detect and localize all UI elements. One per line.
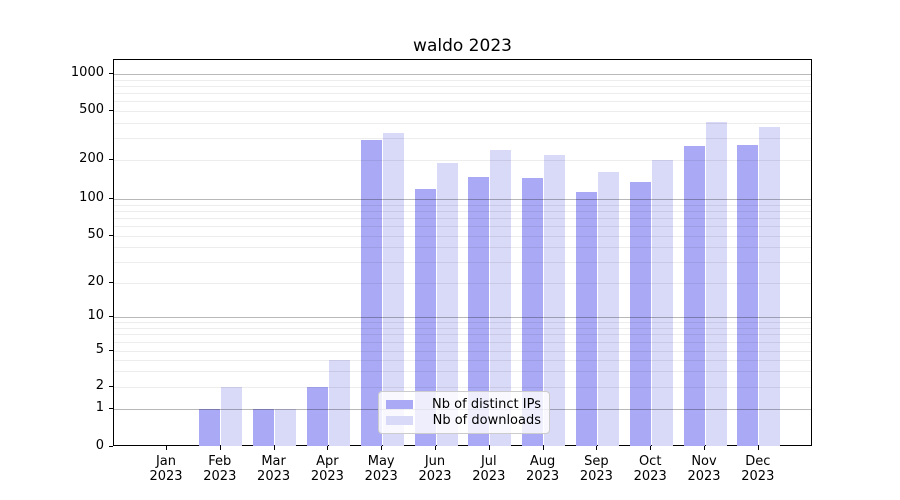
y-tick-mark-20 bbox=[109, 282, 113, 283]
x-tick-label-nov: Nov 2023 bbox=[687, 454, 721, 484]
bar-oct-downloads bbox=[651, 160, 673, 446]
y-tick-label-500: 500 bbox=[79, 102, 104, 117]
y-tick-label-200: 200 bbox=[79, 151, 104, 166]
bar-mar-downloads bbox=[275, 409, 297, 446]
y-tick-mark-2 bbox=[109, 386, 113, 387]
y-tick-mark-1 bbox=[109, 408, 113, 409]
y-tick-mark-10 bbox=[109, 316, 113, 317]
bar-apr-downloads bbox=[328, 359, 350, 446]
bar-feb-distinct-ips bbox=[199, 409, 221, 446]
bars-layer bbox=[114, 60, 811, 446]
x-tick-label-feb: Feb 2023 bbox=[203, 454, 237, 484]
bar-dec-downloads bbox=[759, 127, 781, 446]
bar-apr-distinct-ips bbox=[306, 387, 328, 446]
y-tick-label-100: 100 bbox=[79, 190, 104, 205]
bar-aug-downloads bbox=[544, 154, 566, 446]
y-tick-mark-5 bbox=[109, 350, 113, 351]
x-tick-label-apr: Apr 2023 bbox=[310, 454, 344, 484]
y-tick-label-2: 2 bbox=[95, 378, 104, 393]
x-tick-label-sep: Sep 2023 bbox=[579, 454, 613, 484]
y-tick-mark-500 bbox=[109, 110, 113, 111]
bar-nov-distinct-ips bbox=[683, 145, 705, 446]
x-tick-mark-dec bbox=[757, 446, 759, 450]
y-tick-label-10: 10 bbox=[87, 308, 104, 323]
y-tick-mark-100 bbox=[109, 198, 113, 199]
x-tick-label-jul: Jul 2023 bbox=[472, 454, 506, 484]
y-tick-label-1: 1 bbox=[95, 400, 104, 415]
x-tick-mark-feb bbox=[219, 446, 221, 450]
bar-oct-distinct-ips bbox=[629, 182, 651, 446]
x-tick-mark-may bbox=[381, 446, 383, 450]
bar-may-distinct-ips bbox=[360, 140, 382, 446]
legend-swatch-distinct-ips bbox=[386, 399, 413, 409]
x-tick-label-mar: Mar 2023 bbox=[257, 454, 291, 484]
x-tick-mark-apr bbox=[327, 446, 329, 450]
bar-dec-distinct-ips bbox=[737, 144, 759, 446]
x-tick-label-oct: Oct 2023 bbox=[633, 454, 667, 484]
x-tick-mark-mar bbox=[273, 446, 275, 450]
x-tick-label-jun: Jun 2023 bbox=[418, 454, 452, 484]
y-tick-label-5: 5 bbox=[95, 342, 104, 357]
y-tick-label-50: 50 bbox=[87, 227, 104, 242]
bar-jul-downloads bbox=[490, 150, 512, 446]
x-tick-label-may: May 2023 bbox=[364, 454, 398, 484]
bar-sep-distinct-ips bbox=[575, 192, 597, 446]
bar-may-downloads bbox=[382, 133, 404, 446]
bar-sep-downloads bbox=[597, 171, 619, 446]
legend-label-downloads: Nb of downloads bbox=[432, 413, 541, 429]
y-tick-mark-1000 bbox=[109, 73, 113, 74]
y-tick-label-20: 20 bbox=[87, 274, 104, 289]
bar-aug-distinct-ips bbox=[522, 178, 544, 446]
plot-area bbox=[113, 59, 812, 446]
y-tick-mark-0 bbox=[109, 446, 113, 447]
chart-title: waldo 2023 bbox=[413, 36, 512, 56]
x-tick-mark-jan bbox=[166, 446, 167, 450]
bar-jun-downloads bbox=[436, 162, 458, 446]
x-tick-label-dec: Dec 2023 bbox=[741, 454, 775, 484]
bar-jun-distinct-ips bbox=[414, 188, 436, 446]
y-tick-label-0: 0 bbox=[95, 438, 104, 453]
bar-feb-downloads bbox=[221, 387, 243, 446]
x-tick-label-aug: Aug 2023 bbox=[526, 454, 560, 484]
legend: Nb of distinct IPs Nb of downloads bbox=[378, 391, 550, 434]
legend-row-distinct-ips: Nb of distinct IPs bbox=[386, 397, 541, 412]
x-tick-mark-nov bbox=[704, 446, 705, 450]
bar-mar-distinct-ips bbox=[253, 409, 275, 446]
x-tick-mark-oct bbox=[650, 446, 652, 450]
y-tick-label-1000: 1000 bbox=[70, 65, 104, 80]
x-tick-mark-jul bbox=[488, 446, 490, 450]
legend-swatch-downloads bbox=[386, 416, 413, 426]
y-tick-mark-200 bbox=[109, 159, 113, 160]
legend-row-downloads: Nb of downloads bbox=[386, 413, 541, 428]
bar-jul-distinct-ips bbox=[468, 176, 490, 446]
x-tick-mark-sep bbox=[596, 446, 598, 450]
y-tick-mark-50 bbox=[109, 235, 113, 236]
x-tick-mark-jun bbox=[435, 446, 436, 450]
x-tick-label-jan: Jan 2023 bbox=[149, 454, 183, 484]
legend-label-distinct-ips: Nb of distinct IPs bbox=[432, 396, 541, 412]
bar-nov-downloads bbox=[705, 122, 727, 446]
x-tick-mark-aug bbox=[542, 446, 544, 450]
